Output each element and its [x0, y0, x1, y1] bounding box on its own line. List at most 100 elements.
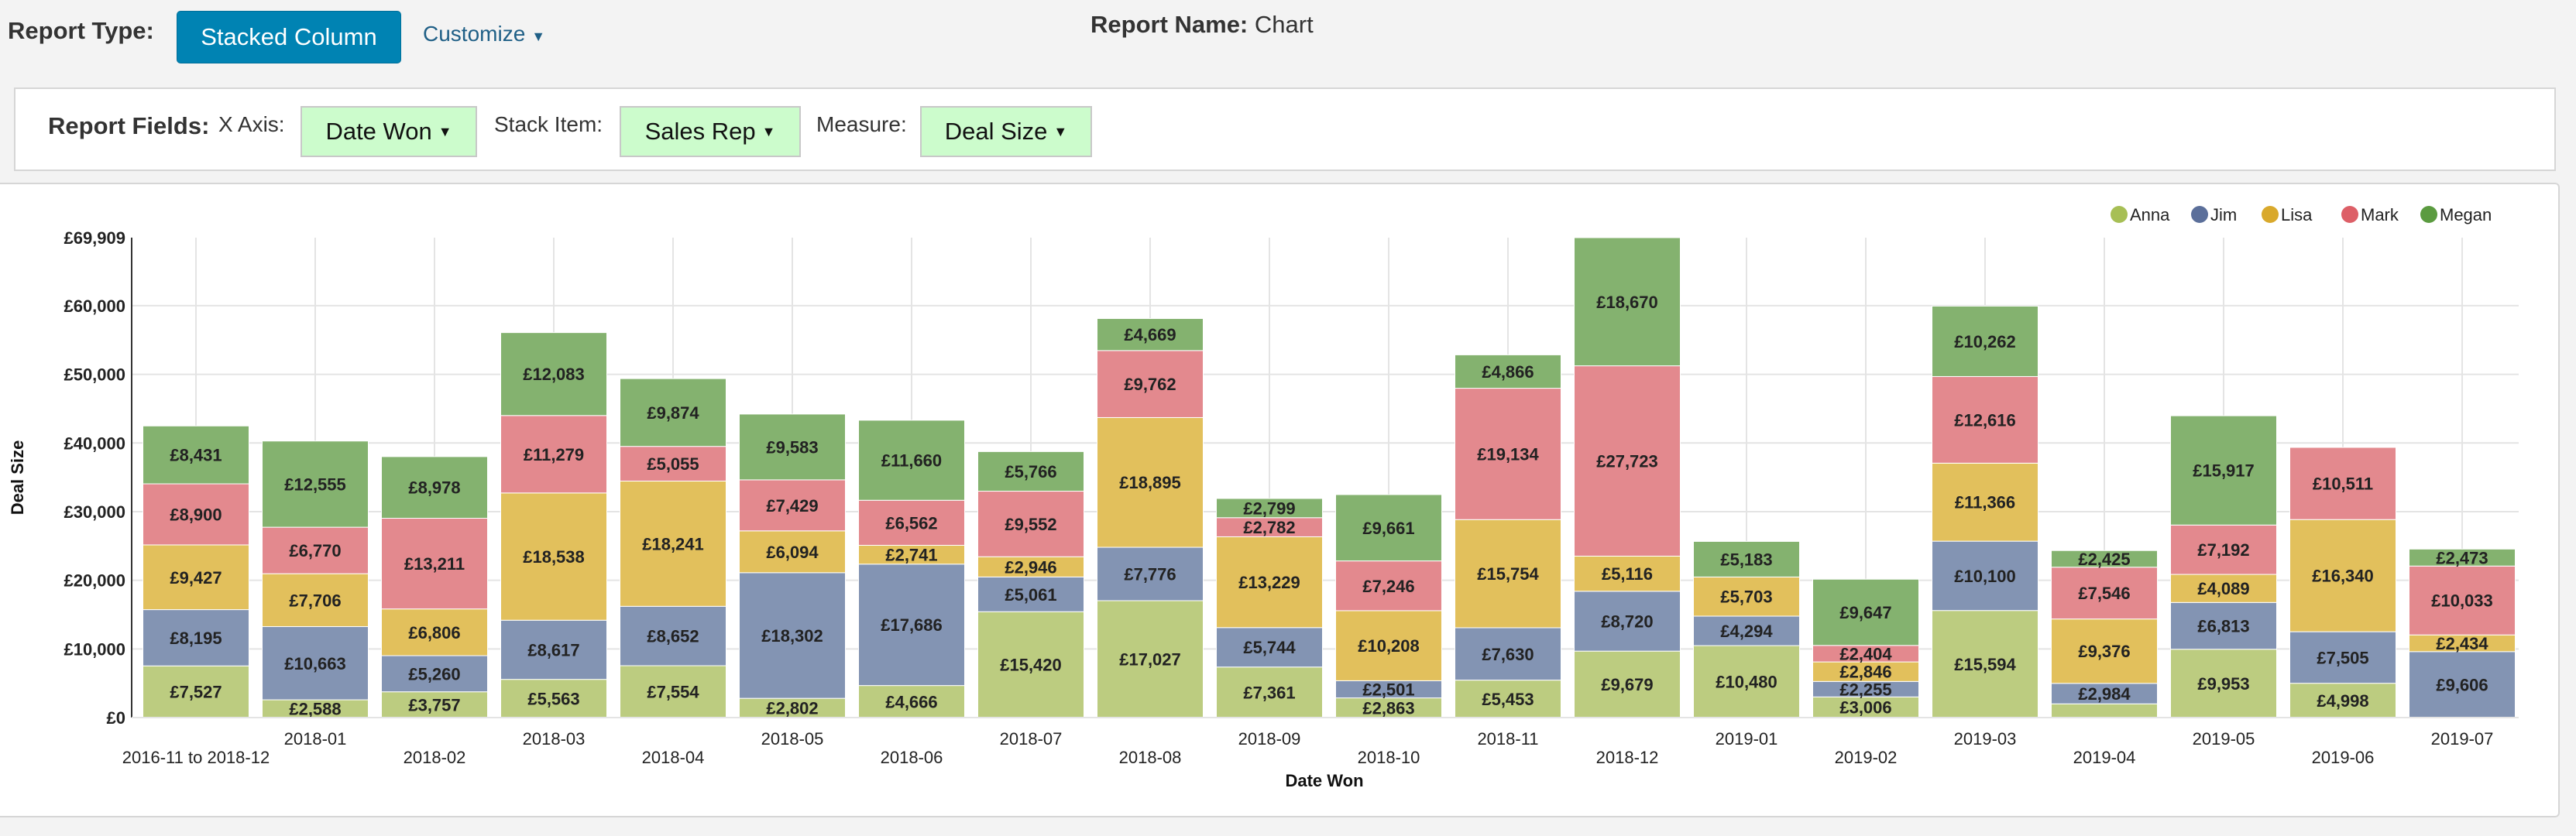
bar-data-label: £18,538: [523, 547, 585, 567]
bar-data-label: £6,813: [2197, 617, 2249, 636]
bar-data-label: £2,404: [1839, 644, 1892, 663]
bar-data-label: £7,527: [170, 683, 222, 702]
x-tick-label: 2018-09: [1238, 729, 1301, 749]
bar-data-label: £8,720: [1601, 612, 1653, 631]
bar-segment-jim: [858, 564, 965, 687]
bar-segment-jim: [1216, 627, 1323, 668]
report-name-value: Chart: [1254, 11, 1314, 38]
bar-data-label: £4,666: [885, 692, 937, 711]
bar-segment-megan: [500, 332, 607, 416]
bar-segment-lisa: [1335, 610, 1442, 681]
bar-segment-anna: [977, 611, 1084, 718]
x-axis-label: X Axis:: [218, 112, 285, 136]
caret-down-icon: ▼: [761, 123, 776, 139]
y-tick-label: £20,000: [64, 571, 125, 591]
bar-data-label: £15,420: [1000, 656, 1062, 675]
bar-data-label: £4,866: [1482, 362, 1534, 382]
bar-segment-jim: [381, 655, 488, 693]
bar-data-label: £9,661: [1362, 519, 1414, 538]
caret-down-icon: ▼: [438, 123, 452, 139]
customize-dropdown[interactable]: Customize ▼: [423, 22, 545, 46]
x-tick-label: 2018-11: [1477, 729, 1538, 749]
y-tick-label: £50,000: [64, 365, 125, 385]
bar-segment-lisa: [1932, 462, 2038, 542]
bar-data-label: £2,863: [1362, 698, 1414, 718]
bar-data-label: £7,246: [1362, 577, 1414, 596]
bar-segment-megan: [2170, 415, 2277, 526]
bar-data-label: £5,055: [647, 454, 699, 474]
y-tick-label: £10,000: [64, 639, 125, 659]
bar-data-label: £7,776: [1124, 565, 1176, 584]
bar-data-label: £6,806: [408, 623, 460, 642]
bar-segment-mark: [1335, 560, 1442, 612]
bar-data-label: £2,782: [1243, 518, 1295, 537]
bar-segment-mark: [381, 518, 488, 610]
chart-panel: £0 £10,000 £20,000 £30,000 £40,000 £50,000 £60…: [0, 183, 2560, 817]
stack-item-value: Sales Rep: [644, 118, 756, 145]
legend-marker-megan: [2420, 206, 2437, 223]
bar-data-label: £7,554: [647, 683, 699, 702]
measure-dropdown[interactable]: Deal Size ▼: [920, 106, 1092, 157]
bar-data-label: £17,027: [1119, 649, 1181, 669]
report-name: Report Name: Chart: [1091, 11, 1314, 39]
stacked-column-chart: £0 £10,000 £20,000 £30,000 £40,000 £50,000 £60…: [8, 205, 2519, 790]
bar-data-label: £12,616: [1954, 410, 2016, 430]
measure-label: Measure:: [816, 112, 907, 136]
legend-label-jim: Jim: [2210, 205, 2237, 224]
y-tick-label: £0: [107, 708, 125, 728]
bar-data-label: £2,799: [1243, 499, 1295, 518]
bar-segment-mark: [2409, 565, 2516, 636]
bar-segment-lisa: [977, 556, 1084, 577]
bar-segment-jim: [2409, 651, 2516, 718]
bar-data-label: £5,116: [1602, 564, 1653, 584]
bar-segment-megan: [1097, 317, 1204, 351]
bar-data-label: £2,501: [1362, 680, 1414, 700]
bar-segment-mark: [2170, 524, 2277, 575]
bar-data-label: £18,670: [1596, 293, 1658, 312]
bar-segment-anna: [1216, 666, 1323, 718]
bar-segment-jim: [262, 625, 369, 701]
bar-segment-lisa: [1097, 416, 1204, 548]
y-tick-label: £40,000: [64, 433, 125, 453]
bar-data-label: £2,846: [1839, 663, 1891, 682]
bar-data-label: £7,192: [2197, 540, 2249, 560]
bar-data-label: £9,552: [1005, 515, 1056, 534]
bar-data-label: £10,663: [284, 654, 346, 673]
bar-data-label: £13,229: [1238, 573, 1300, 592]
bar-data-label: £12,555: [284, 475, 346, 494]
bar-segment-megan: [620, 378, 726, 447]
x-tick-label: 2018-04: [642, 748, 705, 767]
bar-segment-jim: [2289, 631, 2396, 684]
x-tick-label: 2018-08: [1119, 748, 1182, 767]
bar-segment-lisa: [500, 492, 607, 621]
legend-marker-jim: [2191, 206, 2208, 223]
measure-value: Deal Size: [944, 118, 1048, 145]
bar-segment-lisa: [1216, 536, 1323, 629]
x-axis-title: Date Won: [1285, 771, 1363, 790]
bar-data-label: £9,376: [2078, 642, 2130, 661]
bar-segment-lisa: [1455, 519, 1561, 629]
y-tick-label: £30,000: [64, 502, 125, 522]
bar-data-label: £8,431: [170, 446, 222, 465]
bar-segment-lisa: [2289, 519, 2396, 632]
stack-item-dropdown[interactable]: Sales Rep ▼: [620, 106, 801, 157]
bar-data-label: £5,703: [1720, 588, 1772, 607]
legend-marker-anna: [2111, 206, 2128, 223]
bar-data-label: £8,900: [170, 505, 222, 524]
bar-data-label: £18,895: [1119, 473, 1181, 492]
bar-segment-mark: [500, 415, 607, 494]
x-tick-label: 2018-07: [1000, 729, 1063, 749]
bar-segment-anna: [1932, 610, 2038, 718]
report-type-button[interactable]: Stacked Column: [177, 11, 401, 63]
bar-data-label: £4,294: [1720, 622, 1773, 641]
bar-segment-megan: [1335, 494, 1442, 562]
bar-segment-mark: [1574, 365, 1681, 557]
bar-data-label: £9,762: [1124, 375, 1176, 394]
bar-segment-lisa: [858, 544, 965, 565]
bar-data-label: £9,874: [647, 403, 699, 423]
bar-segment-mark: [1455, 388, 1561, 520]
y-tick-label: £69,909: [64, 228, 125, 248]
x-axis-dropdown[interactable]: Date Won ▼: [301, 106, 477, 157]
x-tick-label: 2018-02: [404, 748, 466, 767]
bar-data-label: £8,195: [170, 629, 222, 648]
